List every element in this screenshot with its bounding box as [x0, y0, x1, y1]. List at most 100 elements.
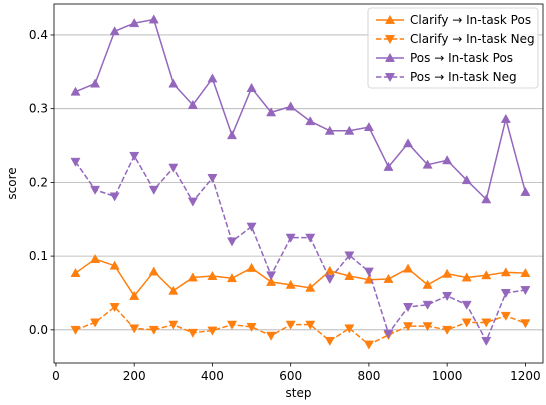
data-point [403, 322, 414, 332]
series-line [74, 154, 526, 343]
data-point [403, 263, 414, 273]
data-point [266, 107, 277, 117]
legend-swatch-marker [384, 14, 396, 24]
data-point [500, 113, 511, 123]
data-point [109, 192, 120, 202]
legend: Clarify → In-task Pos Clarify → In-task N… [367, 7, 539, 89]
x-tick-label: 600 [279, 369, 302, 383]
data-point [226, 130, 238, 140]
data-point [363, 121, 374, 132]
data-point [324, 336, 335, 346]
data-point [148, 14, 159, 24]
data-point [148, 266, 159, 276]
data-point [422, 322, 433, 332]
data-point [207, 326, 218, 336]
data-point [246, 82, 257, 92]
data-point [207, 270, 218, 280]
data-point [129, 324, 140, 334]
data-point [266, 276, 277, 286]
series-layer [70, 14, 531, 350]
data-point [442, 325, 453, 335]
x-axis-label: step [286, 386, 312, 400]
data-point [168, 78, 179, 88]
data-point [403, 138, 414, 148]
data-point [500, 311, 511, 321]
data-point [520, 267, 531, 277]
data-point [168, 163, 179, 173]
x-tick-label: 400 [201, 369, 224, 383]
x-tick-label: 0 [52, 369, 60, 383]
data-point [481, 194, 492, 204]
series-4 [70, 151, 531, 346]
data-point [109, 26, 120, 36]
data-point [520, 186, 531, 196]
data-point [148, 185, 159, 195]
legend-box [367, 7, 539, 89]
y-tick-label: 0.4 [29, 28, 48, 42]
data-point [70, 325, 81, 335]
legend-label: Clarify → In-task Neg [410, 32, 535, 46]
data-point [520, 319, 531, 329]
data-point [422, 300, 433, 310]
data-point [129, 151, 140, 161]
data-point [422, 279, 433, 289]
data-point [305, 233, 316, 243]
ticks: 0.0 0.1 0.2 0.3 0.4 0 200 400 600 800 1000 1200 [29, 28, 541, 383]
data-point [403, 303, 414, 313]
series-line [75, 305, 526, 346]
data-point [500, 267, 511, 277]
data-point [246, 322, 257, 332]
data-point [246, 262, 257, 272]
x-tick-label: 1200 [510, 369, 541, 383]
gridlines [54, 34, 543, 331]
data-point [305, 282, 316, 292]
data-point [168, 285, 179, 295]
data-point [363, 340, 374, 350]
data-point [266, 331, 277, 341]
data-point [109, 303, 120, 313]
data-point [109, 260, 120, 270]
data-point [187, 272, 198, 282]
legend-label: Pos → In-task Pos [410, 51, 513, 65]
data-point [461, 318, 472, 328]
y-tick-label: 0.1 [29, 249, 48, 263]
plot-frame [53, 3, 544, 364]
data-point [226, 273, 238, 283]
data-point [461, 175, 472, 185]
data-point [187, 197, 198, 207]
legend-swatch-marker [384, 35, 396, 45]
data-point [226, 320, 238, 330]
data-point [168, 320, 179, 330]
data-point [481, 270, 492, 280]
y-axis-label: score [5, 167, 19, 199]
series-2 [70, 303, 531, 350]
x-tick-label: 800 [357, 369, 380, 383]
data-point [461, 272, 472, 282]
data-point [285, 101, 296, 111]
data-point [246, 222, 257, 232]
data-point [363, 267, 374, 277]
data-point [266, 271, 277, 281]
data-point [481, 318, 492, 328]
data-point [148, 325, 159, 335]
data-point [285, 233, 296, 243]
data-point [305, 320, 316, 330]
data-point [70, 86, 81, 96]
data-point [90, 253, 101, 263]
data-point [442, 268, 453, 278]
legend-label: Pos → In-task Neg [410, 70, 517, 84]
data-point [207, 174, 218, 184]
data-point [481, 336, 492, 346]
data-point [383, 273, 394, 283]
data-point [422, 159, 433, 169]
data-point [305, 116, 316, 126]
data-point [500, 289, 511, 299]
x-tick-label: 1000 [432, 369, 463, 383]
data-point [442, 291, 453, 302]
data-point [344, 324, 355, 334]
y-tick-label: 0.0 [29, 323, 48, 337]
data-point [187, 99, 198, 109]
y-tick-label: 0.2 [29, 175, 48, 189]
data-point [461, 300, 472, 310]
